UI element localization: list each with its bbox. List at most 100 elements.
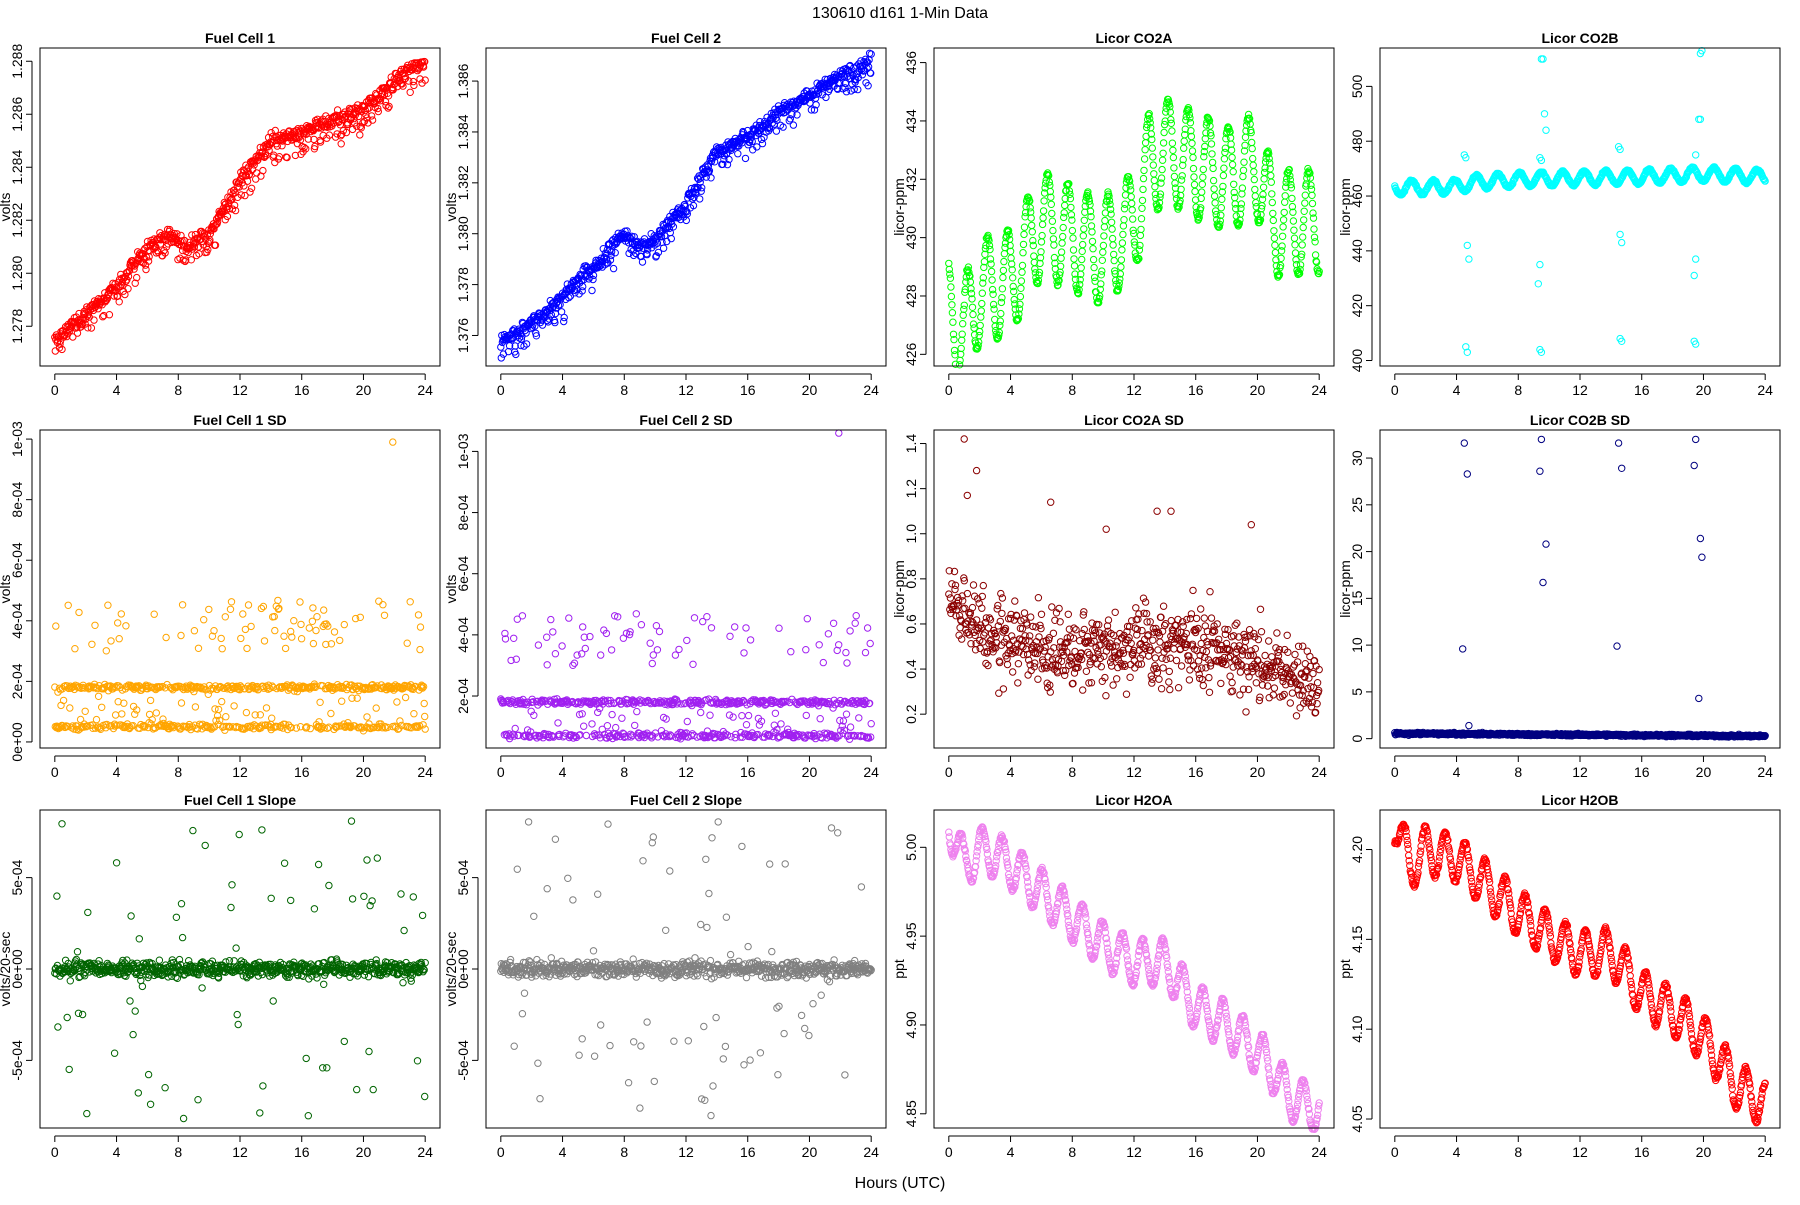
- data-point: [1031, 253, 1037, 259]
- data-point: [959, 331, 965, 337]
- data-point: [1123, 691, 1129, 697]
- data-point: [948, 293, 954, 299]
- data-point: [1071, 625, 1077, 631]
- data-point: [739, 713, 745, 719]
- y-tick-label: 400: [1349, 349, 1365, 373]
- data-point: [1156, 676, 1162, 682]
- data-point: [632, 722, 638, 728]
- data-point: [843, 649, 849, 655]
- data-point: [143, 266, 149, 272]
- data-point: [1080, 233, 1086, 239]
- data-point: [1221, 156, 1227, 162]
- x-tick-label: 12: [678, 764, 694, 780]
- x-tick-label: 20: [802, 382, 818, 398]
- data-point: [1464, 242, 1470, 248]
- data-point: [195, 645, 201, 651]
- data-point: [1050, 236, 1056, 242]
- data-point: [147, 697, 153, 703]
- data-point: [544, 634, 550, 640]
- data-point: [691, 615, 697, 621]
- data-point: [1190, 165, 1196, 171]
- data-point: [1068, 204, 1074, 210]
- data-point: [1080, 241, 1086, 247]
- data-point: [105, 602, 111, 608]
- data-point: [1019, 269, 1025, 275]
- data-point: [89, 641, 95, 647]
- data-point: [317, 699, 323, 705]
- data-point: [1060, 233, 1066, 239]
- x-tick-label: 8: [620, 382, 628, 398]
- data-point: [281, 633, 287, 639]
- data-point: [969, 604, 975, 610]
- data-point: [571, 660, 577, 666]
- data-point: [1199, 181, 1205, 187]
- data-point: [67, 705, 73, 711]
- data-point: [820, 659, 826, 665]
- data-point: [411, 711, 417, 717]
- data-point: [519, 613, 525, 619]
- data-point: [1139, 197, 1145, 203]
- data-point: [566, 615, 572, 621]
- data-point: [1200, 174, 1206, 180]
- data-point: [609, 711, 615, 717]
- data-point: [1297, 262, 1303, 268]
- data-point: [1691, 272, 1697, 278]
- figure-title: 130610 d161 1-Min Data: [812, 5, 988, 22]
- data-point: [1150, 154, 1156, 160]
- data-point: [1081, 226, 1087, 232]
- y-axis-label: volts: [0, 575, 13, 604]
- x-tick-label: 20: [1250, 382, 1266, 398]
- data-point: [1089, 238, 1095, 244]
- data-point: [1111, 251, 1117, 257]
- data-point: [1040, 208, 1046, 214]
- data-point: [574, 652, 580, 658]
- data-point: [1099, 268, 1105, 274]
- data-point: [76, 609, 82, 615]
- data-point: [275, 597, 281, 603]
- data-point: [708, 175, 714, 181]
- x-tick-label: 16: [1188, 382, 1204, 398]
- data-point: [803, 647, 809, 653]
- data-point: [999, 610, 1005, 616]
- data-point: [852, 620, 858, 626]
- data-point: [1211, 186, 1217, 192]
- data-point: [222, 614, 228, 620]
- data-point: [1065, 611, 1071, 617]
- y-tick-label: 1.378: [455, 267, 471, 302]
- data-point: [1230, 169, 1236, 175]
- data-point: [776, 625, 782, 631]
- data-point: [118, 611, 124, 617]
- data-point: [684, 637, 690, 643]
- data-point: [228, 599, 234, 605]
- data-point: [1231, 181, 1237, 187]
- data-point: [223, 714, 229, 720]
- y-tick-label: 1.284: [9, 150, 25, 185]
- data-point: [988, 268, 994, 274]
- data-point: [1111, 257, 1117, 263]
- data-point: [1233, 213, 1239, 219]
- data-point: [1167, 686, 1173, 692]
- data-point: [1090, 246, 1096, 252]
- data-point: [1150, 637, 1156, 643]
- data-point: [980, 582, 986, 588]
- x-tick-label: 20: [1696, 382, 1712, 398]
- data-point: [999, 286, 1005, 292]
- y-tick-label: 434: [903, 109, 919, 133]
- data-point: [1199, 189, 1205, 195]
- data-point: [1249, 145, 1255, 151]
- data-point: [1173, 657, 1179, 663]
- data-point: [1132, 665, 1138, 671]
- data-point: [727, 633, 733, 639]
- data-point: [978, 314, 984, 320]
- data-point: [1260, 184, 1266, 190]
- x-tick-label: 4: [559, 382, 567, 398]
- data-point: [1250, 155, 1256, 161]
- data-point: [1099, 257, 1105, 263]
- data-point: [970, 582, 976, 588]
- data-point: [1282, 193, 1288, 199]
- data-point: [1291, 227, 1297, 233]
- data-point: [1019, 262, 1025, 268]
- x-tick-label: 24: [417, 764, 433, 780]
- data-point: [1279, 243, 1285, 249]
